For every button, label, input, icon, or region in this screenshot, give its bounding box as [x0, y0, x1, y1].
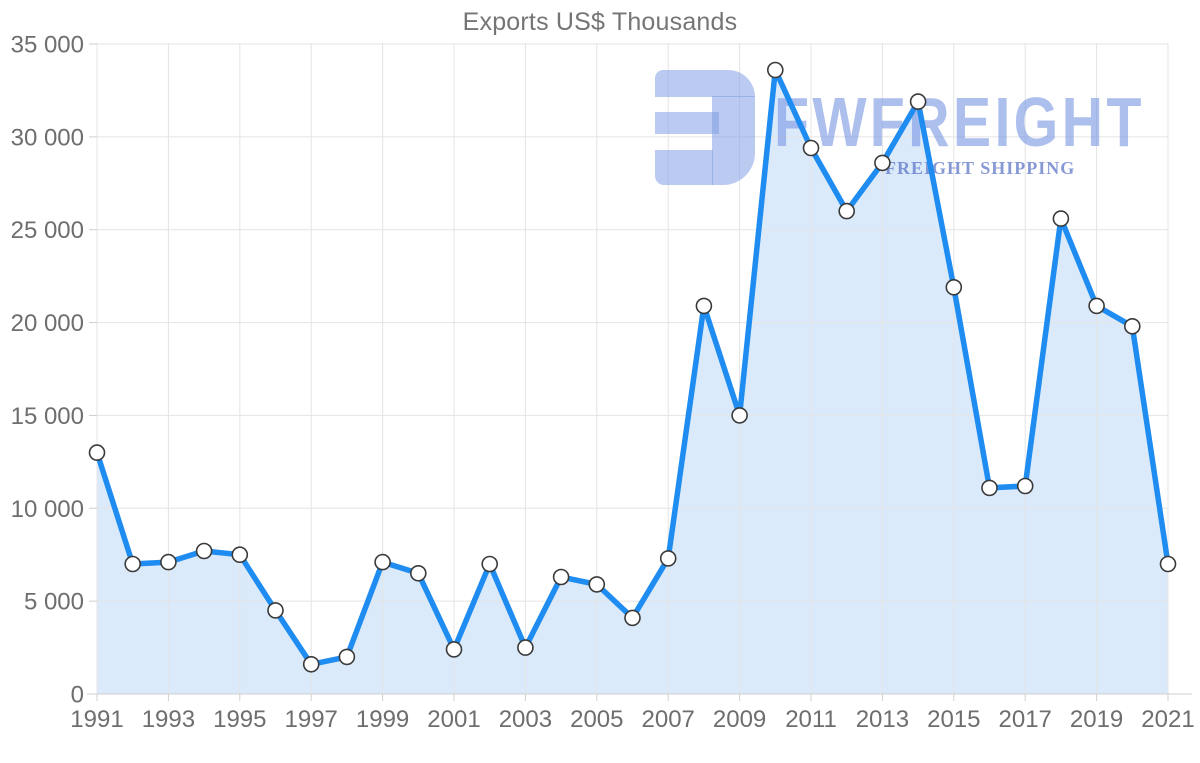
data-point-marker [302, 655, 320, 673]
data-point-marker [267, 602, 284, 619]
data-point-marker [945, 278, 963, 296]
x-axis-label: 2017 [999, 706, 1052, 733]
x-axis-label: 1995 [213, 706, 266, 733]
x-axis-label: 2021 [1141, 706, 1194, 733]
y-axis-label: 25 000 [11, 217, 84, 244]
data-point-marker [374, 553, 391, 571]
y-axis-label: 5 000 [24, 589, 84, 616]
y-axis-label: 30 000 [11, 124, 84, 151]
data-point-marker [874, 154, 891, 172]
x-axis-label: 2015 [927, 706, 980, 733]
x-axis-label: 2005 [570, 706, 623, 733]
series-line [94, 67, 1171, 668]
x-axis-label: 1997 [285, 706, 338, 733]
data-point-marker [481, 555, 499, 573]
x-axis-label: 2001 [427, 706, 480, 733]
data-point-marker [731, 407, 748, 424]
data-point-marker [195, 542, 213, 560]
data-point-marker [445, 641, 463, 658]
data-point-marker [802, 139, 820, 157]
logo-icon-top-bar [655, 70, 755, 97]
data-point-marker [588, 576, 606, 593]
data-point-marker [409, 564, 427, 582]
x-axis-label: 2019 [1070, 706, 1123, 733]
data-point-marker [88, 444, 106, 461]
chart-title: Exports US$ Thousands [462, 8, 738, 36]
data-point-marker [1124, 317, 1141, 335]
x-axis-label: 1993 [142, 706, 195, 733]
x-axis-label: 2009 [713, 706, 766, 733]
data-point-marker [1088, 297, 1105, 315]
x-axis-label: 2007 [642, 706, 695, 733]
data-point-marker [1159, 555, 1177, 573]
logo-icon-middle-bar [655, 112, 719, 134]
logo-icon-bottom-bar [655, 150, 713, 185]
data-point-marker [838, 202, 856, 220]
y-axis-label: 20 000 [11, 310, 84, 337]
x-axis-label: 2013 [856, 706, 909, 733]
data-point-marker [659, 550, 677, 567]
data-point-marker [231, 546, 249, 564]
data-point-marker [1016, 477, 1034, 495]
watermark-brand-text: FWFREIGHT [774, 83, 1145, 161]
y-axis-label: 10 000 [11, 496, 84, 523]
area-fill [97, 70, 1168, 694]
data-point-marker [909, 93, 927, 110]
data-point-marker [552, 568, 570, 586]
data-point-marker [160, 553, 177, 571]
y-axis-label: 0 [71, 682, 84, 709]
y-axis-label: 15 000 [11, 403, 84, 430]
x-axis-label: 2011 [785, 706, 837, 733]
data-point-marker [624, 609, 641, 627]
data-point-marker [1052, 210, 1070, 227]
data-point-marker [517, 639, 534, 656]
data-point-marker [338, 648, 356, 666]
watermark-tagline: FREIGHT SHIPPING [885, 158, 1076, 178]
data-point-marker [981, 479, 998, 497]
x-axis-label: 1999 [356, 706, 409, 733]
x-axis-label: 2003 [499, 706, 552, 733]
logo-icon-spine [712, 96, 755, 185]
data-point-marker [766, 61, 784, 79]
data-point-marker [124, 555, 141, 573]
x-axis-label: 1991 [70, 706, 123, 733]
data-point-marker [695, 297, 713, 315]
